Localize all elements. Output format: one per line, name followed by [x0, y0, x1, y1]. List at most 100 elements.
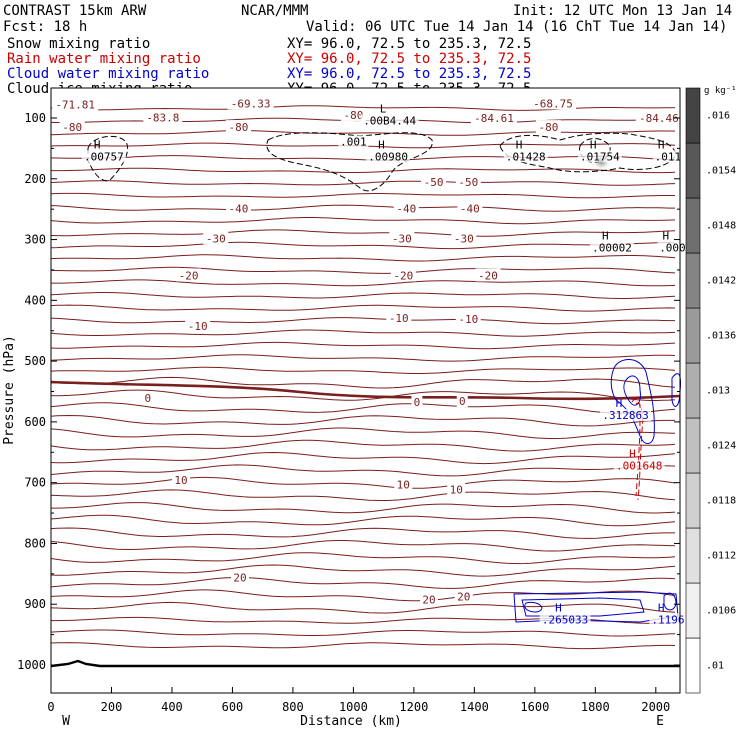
colorbar: .01 .0106 .0112 .0118 .0124 .013 .0136 .0142 .01… [685, 87, 736, 694]
colorbar-level-label: .016 [706, 111, 730, 122]
temperature-contour-line [50, 464, 676, 477]
temperature-contour-label: -40 [229, 203, 249, 216]
y-tick-label: 400 [24, 293, 46, 307]
temperature-contour-line [50, 389, 676, 401]
temperature-contour-label: -20 [393, 269, 413, 282]
temperature-contour-label: 0 [414, 396, 421, 409]
temperature-contour-label: 10 [174, 474, 187, 487]
temperature-contour-line [50, 366, 676, 374]
label-mask [411, 394, 423, 408]
center-title: NCAR/MMM [241, 3, 308, 19]
temperature-contour-label: -50 [424, 176, 444, 189]
colorbar-level-label: .0154 [706, 166, 736, 177]
colorbar-level-label: .0136 [706, 331, 736, 342]
label-mask [225, 120, 251, 134]
temperature-contour-label: -40 [396, 203, 416, 216]
label-mask [389, 231, 415, 245]
label-mask [447, 482, 466, 496]
temperature-contour-line [50, 354, 676, 362]
label-mask [529, 96, 576, 110]
colorbar-level-label: .013 [706, 386, 730, 397]
label-mask [589, 241, 634, 254]
temperature-contour-label: -83.8 [146, 111, 179, 124]
extremum-marker: H [516, 138, 523, 151]
label-mask [176, 268, 202, 282]
temperature-contour-line [50, 414, 675, 427]
temperature-contour-label: -80 [343, 109, 363, 122]
forecast-hour: Fcst: 18 h [3, 19, 87, 35]
cloud-water-contour [521, 597, 645, 617]
hydrometeor-value-label: .01754 [580, 150, 620, 163]
temperature-contour-line [50, 527, 675, 539]
label-mask [185, 318, 211, 332]
label-mask [142, 391, 154, 405]
colorbar-swatch [685, 527, 701, 584]
label-mask [577, 150, 622, 163]
y-axis-title: Pressure (hPa) [2, 335, 17, 445]
cloud-water-contour [610, 359, 655, 444]
hydrometeor-value-label: .00980 [368, 150, 408, 163]
colorbar-swatch [685, 417, 701, 474]
label-mask [454, 589, 473, 603]
label-mask [471, 111, 518, 124]
rain-water-contour [631, 398, 641, 497]
label-mask [225, 201, 251, 215]
colorbar-level-label: .0142 [706, 276, 736, 287]
extremum-marker: H [658, 138, 665, 151]
temperature-contour-label: -68.75 [533, 97, 573, 110]
temperature-contour-label: -80 [229, 121, 249, 134]
label-mask [539, 613, 591, 626]
y-tick-label: 600 [24, 415, 46, 429]
temperature-contour-label: -71.81 [55, 99, 95, 112]
label-mask [59, 120, 85, 134]
temperature-contour-label: -50 [458, 176, 478, 189]
x-tick-label: 600 [222, 700, 244, 714]
legend-rain-xy: XY= 96.0, 72.5 to 235.3, 72.5 [287, 51, 531, 67]
x-tick-label: 1400 [460, 700, 489, 714]
temperature-contour-line [50, 180, 676, 186]
east-label: E [656, 714, 664, 729]
hydrometeor-value-label: .011 [655, 150, 682, 163]
temperature-contour-label: 20 [422, 593, 435, 606]
temperature-contour-line [50, 304, 676, 312]
extremum-marker: H [94, 138, 101, 151]
temperature-contour-line [50, 576, 676, 589]
extremum-marker: H [658, 601, 665, 614]
colorbar-swatch [685, 472, 701, 529]
hydrometeor-value-label: .1196 [651, 613, 684, 626]
label-mask [535, 120, 561, 134]
temperature-contour-label: -80 [539, 121, 559, 134]
colorbar-level-label: .0148 [706, 221, 736, 232]
temperature-contour-line [50, 266, 676, 274]
x-tick-label: 1200 [399, 700, 428, 714]
temperature-contour-label: 0 [144, 392, 151, 405]
x-tick-label: 800 [282, 700, 304, 714]
colorbar-swatch [685, 637, 701, 694]
colorbar-swatch [685, 307, 701, 364]
temperature-contour-line [50, 155, 676, 161]
label-mask [143, 110, 183, 124]
x-axis-title: Distance (km) [300, 714, 402, 729]
plot-frame [50, 87, 681, 694]
temperature-contour-label: -20 [179, 269, 199, 282]
colorbar-level-label: .01 [706, 661, 724, 672]
label-mask [386, 310, 412, 324]
y-tick-label: 200 [24, 172, 46, 186]
temperature-contour-label: 20 [233, 571, 246, 584]
colorbar-level-label: .0118 [706, 496, 736, 507]
temperature-contour-label: -84.46 [639, 112, 679, 125]
x-tick-label: 1600 [520, 700, 549, 714]
label-mask [456, 394, 468, 408]
west-label: W [62, 714, 70, 729]
hydrometeor-value-label: .001648 [616, 460, 662, 473]
label-mask [420, 592, 439, 606]
colorbar-swatch [685, 582, 701, 639]
axes: 0 200 400 600 800 1000 1200 1400 1600 1800 2000100… [17, 111, 680, 714]
legend-snow-label: Snow mixing ratio [7, 36, 150, 52]
extremum-marker: H [590, 138, 597, 151]
temperature-contour-label: -10 [389, 312, 409, 325]
temperature-contour-label: 10 [397, 478, 410, 491]
label-mask [652, 150, 683, 163]
y-tick-label: 100 [24, 111, 46, 125]
model-title: CONTRAST 15km ARW [3, 3, 147, 19]
